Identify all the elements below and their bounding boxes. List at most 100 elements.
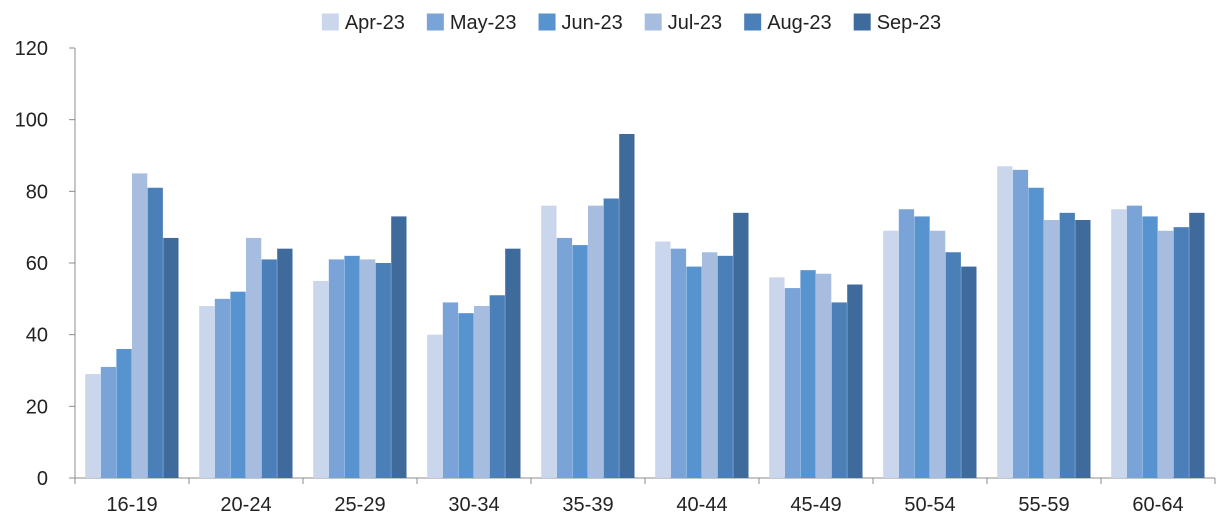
bar-apr-23-40-44 xyxy=(655,241,671,478)
x-tick-label: 55-59 xyxy=(1018,494,1069,516)
legend-item-jul-23: Jul-23 xyxy=(644,12,722,34)
bar-aug-23-20-24 xyxy=(261,259,277,478)
legend-swatch xyxy=(538,13,556,31)
bar-sep-23-16-19 xyxy=(163,237,179,478)
bar-apr-23-50-54 xyxy=(883,230,899,478)
bar-jun-23-35-39 xyxy=(572,245,588,478)
bar-aug-23-55-59 xyxy=(1059,212,1075,478)
bar-may-23-25-29 xyxy=(328,259,345,478)
legend-item-sep-23: Sep-23 xyxy=(853,12,942,34)
x-axis: 16-19 20-24 25-29 30-34 35-39 40-44 45-49 50-54… xyxy=(74,477,1216,516)
bar-jul-23-30-34 xyxy=(474,306,490,478)
x-tick-label: 35-39 xyxy=(562,494,613,516)
bar-may-23-50-54 xyxy=(898,209,915,478)
bar-jun-23-50-54 xyxy=(914,216,930,479)
legend-swatch xyxy=(853,13,871,31)
bar-sep-23-40-44 xyxy=(733,212,749,478)
bar-aug-23-30-34 xyxy=(489,295,505,478)
bar-sep-23-50-54 xyxy=(961,266,977,478)
bar-may-23-45-49 xyxy=(784,288,801,478)
bar-jun-23-45-49 xyxy=(800,270,816,478)
bar-apr-23-30-34 xyxy=(427,334,443,478)
bar-sep-23-45-49 xyxy=(847,284,863,478)
legend-label: Jul-23 xyxy=(668,12,722,34)
bar-jun-23-30-34 xyxy=(458,313,474,478)
bar-may-23-30-34 xyxy=(442,302,459,478)
legend-label: Jun-23 xyxy=(562,12,623,34)
legend-label: May-23 xyxy=(450,12,517,34)
legend-item-aug-23: Aug-23 xyxy=(744,12,832,34)
y-axis: 0 20 40 60 80 100 120 xyxy=(15,38,76,490)
legend-swatch xyxy=(321,13,339,31)
bar-may-23-40-44 xyxy=(670,248,687,478)
y-tick-label: 20 xyxy=(26,396,48,418)
x-tick-label: 25-29 xyxy=(334,494,385,516)
y-tick-label: 100 xyxy=(15,110,48,132)
bar-apr-23-45-49 xyxy=(769,277,785,478)
y-tick-label: 60 xyxy=(26,253,48,275)
bar-apr-23-35-39 xyxy=(541,205,557,479)
bar-jul-23-55-59 xyxy=(1044,220,1060,478)
bar-apr-23-20-24 xyxy=(199,306,215,478)
y-tick-label: 80 xyxy=(26,181,48,203)
bar-jul-23-16-19 xyxy=(132,173,148,479)
y-tick-label: 0 xyxy=(37,468,48,490)
bar-jun-23-55-59 xyxy=(1028,187,1044,478)
bar-sep-23-55-59 xyxy=(1075,220,1091,478)
x-tick-label: 50-54 xyxy=(904,494,955,516)
legend-label: Sep-23 xyxy=(877,12,942,34)
legend-label: Apr-23 xyxy=(345,12,405,34)
x-tick-label: 16-19 xyxy=(106,494,157,516)
legend-swatch xyxy=(644,13,662,31)
y-tick-label: 40 xyxy=(26,325,48,347)
bar-sep-23-35-39 xyxy=(619,134,635,478)
x-tick-label: 60-64 xyxy=(1132,494,1183,516)
x-tick-label: 45-49 xyxy=(790,494,841,516)
legend-label: Aug-23 xyxy=(767,12,832,34)
y-tick-label: 120 xyxy=(15,38,48,60)
legend-item-jun-23: Jun-23 xyxy=(538,12,623,34)
x-tick-label: 20-24 xyxy=(220,494,271,516)
bar-apr-23-25-29 xyxy=(313,280,329,478)
bar-jul-23-35-39 xyxy=(588,205,604,479)
bar-aug-23-40-44 xyxy=(717,255,733,478)
bar-jul-23-25-29 xyxy=(360,259,376,478)
bar-jul-23-45-49 xyxy=(816,273,832,478)
bar-jul-23-40-44 xyxy=(702,252,718,478)
bar-aug-23-50-54 xyxy=(945,252,961,478)
bar-apr-23-60-64 xyxy=(1111,209,1127,478)
bar-jul-23-60-64 xyxy=(1158,230,1174,478)
bar-may-23-20-24 xyxy=(214,298,231,478)
bar-jun-23-16-19 xyxy=(116,349,132,478)
legend-swatch xyxy=(426,13,444,31)
bar-jun-23-25-29 xyxy=(344,255,360,478)
legend-swatch xyxy=(744,13,762,31)
bar-may-23-35-39 xyxy=(556,237,573,478)
bar-aug-23-60-64 xyxy=(1173,227,1189,478)
bar-may-23-55-59 xyxy=(1012,169,1029,478)
bar-sep-23-25-29 xyxy=(391,216,407,479)
bar-jul-23-20-24 xyxy=(246,237,262,478)
bar-may-23-16-19 xyxy=(100,366,117,478)
legend-item-may-23: May-23 xyxy=(426,12,517,34)
bar-apr-23-55-59 xyxy=(997,166,1013,478)
bars xyxy=(85,134,1205,479)
bar-aug-23-35-39 xyxy=(603,198,619,478)
bar-jun-23-40-44 xyxy=(686,266,702,478)
bar-sep-23-60-64 xyxy=(1189,212,1205,478)
bar-apr-23-16-19 xyxy=(85,374,101,478)
bar-jun-23-60-64 xyxy=(1142,216,1158,479)
bar-aug-23-16-19 xyxy=(147,187,163,478)
legend: Apr-23 May-23 Jun-23 Jul-23 Aug-23 Sep-23 xyxy=(321,12,942,34)
x-tick-label: 30-34 xyxy=(448,494,499,516)
bar-jun-23-20-24 xyxy=(230,291,246,478)
bar-aug-23-25-29 xyxy=(375,263,391,478)
x-tick-label: 40-44 xyxy=(676,494,727,516)
legend-item-apr-23: Apr-23 xyxy=(321,12,405,34)
bar-aug-23-45-49 xyxy=(831,302,847,478)
bar-sep-23-20-24 xyxy=(277,248,293,478)
bar-jul-23-50-54 xyxy=(930,230,946,478)
bar-may-23-60-64 xyxy=(1126,205,1143,479)
